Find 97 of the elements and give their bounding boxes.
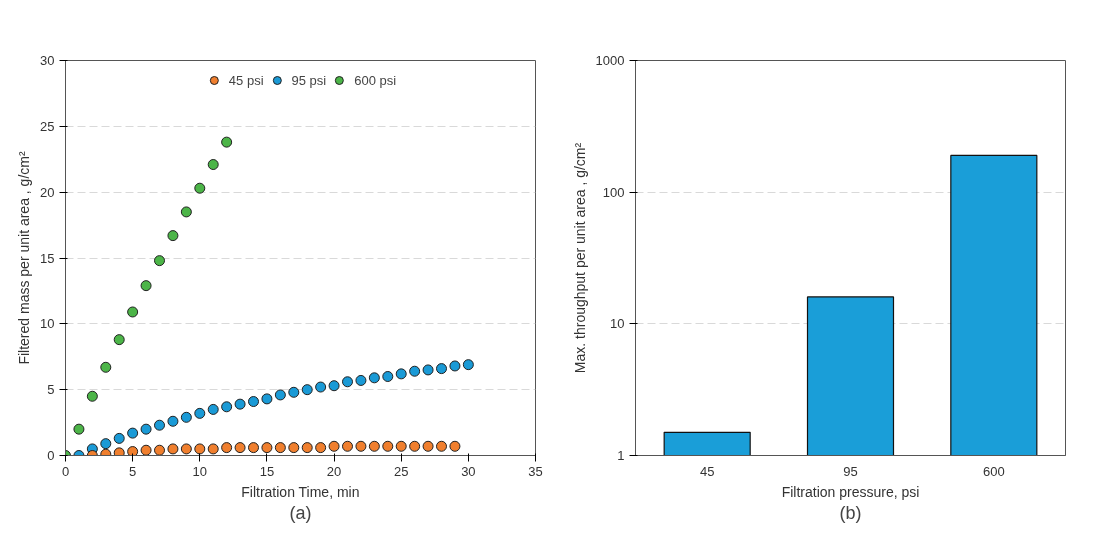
x-tick-label: 30 xyxy=(461,463,476,479)
point xyxy=(207,443,219,455)
point xyxy=(422,440,434,452)
point xyxy=(422,364,434,376)
point xyxy=(315,442,327,454)
point xyxy=(140,280,152,292)
point xyxy=(167,230,179,242)
point xyxy=(409,365,421,377)
point xyxy=(154,444,165,456)
legend-label: 600 psi xyxy=(354,72,397,88)
point xyxy=(395,368,407,380)
point xyxy=(154,255,165,267)
x-tick-label: 600 xyxy=(982,463,1005,479)
point xyxy=(234,442,246,454)
x-tick-label: 10 xyxy=(192,463,208,479)
y-tick-label: 1000 xyxy=(595,53,625,68)
y-tick-label: 100 xyxy=(602,184,625,200)
point xyxy=(436,440,447,452)
text: (a) xyxy=(289,502,312,523)
x-tick-label: 25 xyxy=(393,463,409,479)
point xyxy=(301,384,313,396)
point xyxy=(140,444,152,456)
point xyxy=(127,446,139,456)
x-tick-label: 45 xyxy=(699,463,715,479)
point xyxy=(248,442,259,454)
point xyxy=(207,403,219,415)
point xyxy=(140,423,152,435)
y-tick-label: 25 xyxy=(40,118,55,134)
y-axis-title: Max. throughput per unit area , g/cm² xyxy=(571,142,588,374)
point xyxy=(113,447,125,456)
text: (b) xyxy=(839,502,862,523)
x-tick-label: 35 xyxy=(528,463,543,479)
point xyxy=(368,440,380,452)
point xyxy=(288,386,300,398)
point xyxy=(194,407,206,419)
point xyxy=(449,440,461,452)
x-axis-title: Filtration Time, min xyxy=(241,483,360,500)
point xyxy=(180,411,192,423)
point xyxy=(221,442,233,454)
point xyxy=(113,432,125,444)
x-tick-label: 15 xyxy=(259,463,275,479)
point xyxy=(368,372,380,384)
point xyxy=(462,359,474,371)
y-tick-label: 30 xyxy=(40,53,55,68)
point xyxy=(113,334,125,346)
point xyxy=(127,427,139,439)
y-tick-label: 10 xyxy=(610,316,625,332)
y-tick-label: 15 xyxy=(40,250,55,266)
point xyxy=(328,440,340,452)
point xyxy=(194,182,206,194)
x-tick-label: 0 xyxy=(61,463,70,479)
point xyxy=(315,381,327,393)
point xyxy=(180,206,192,218)
point xyxy=(73,423,85,435)
legend-label: 45 psi xyxy=(228,72,264,88)
point xyxy=(127,306,139,318)
point xyxy=(167,415,179,427)
y-tick-label: 5 xyxy=(47,382,55,398)
point xyxy=(409,440,421,452)
point xyxy=(342,376,353,388)
point xyxy=(207,159,219,171)
point xyxy=(436,363,447,375)
point xyxy=(355,440,367,452)
point xyxy=(382,371,394,382)
point xyxy=(100,361,112,373)
point xyxy=(342,440,353,452)
point xyxy=(355,374,367,386)
point xyxy=(449,360,461,372)
point xyxy=(248,396,259,408)
point xyxy=(274,389,286,401)
point xyxy=(86,390,98,402)
point xyxy=(301,442,313,454)
y-tick-label: 20 xyxy=(40,184,55,200)
point xyxy=(274,442,286,454)
point xyxy=(395,440,407,452)
point xyxy=(288,442,300,454)
x-tick-label: 95 xyxy=(843,463,858,479)
point xyxy=(234,398,246,410)
x-tick-label: 5 xyxy=(129,463,137,479)
legend-label: 95 psi xyxy=(291,72,327,88)
point xyxy=(328,380,340,392)
point xyxy=(194,443,206,455)
point xyxy=(382,440,394,452)
point xyxy=(261,393,273,405)
point xyxy=(180,443,192,455)
y-tick-label: 10 xyxy=(40,316,55,332)
point xyxy=(261,442,273,454)
point xyxy=(154,419,165,431)
point xyxy=(221,401,233,413)
point xyxy=(167,443,179,455)
point xyxy=(100,438,112,450)
y-tick-label: 0 xyxy=(47,448,55,463)
x-axis-title: Filtration pressure, psi xyxy=(781,483,920,500)
y-axis-title: Filtered mass per unit area , g/cm² xyxy=(16,151,33,365)
y-tick-label: 1 xyxy=(617,448,625,463)
x-tick-label: 20 xyxy=(326,463,342,479)
point xyxy=(221,136,233,148)
